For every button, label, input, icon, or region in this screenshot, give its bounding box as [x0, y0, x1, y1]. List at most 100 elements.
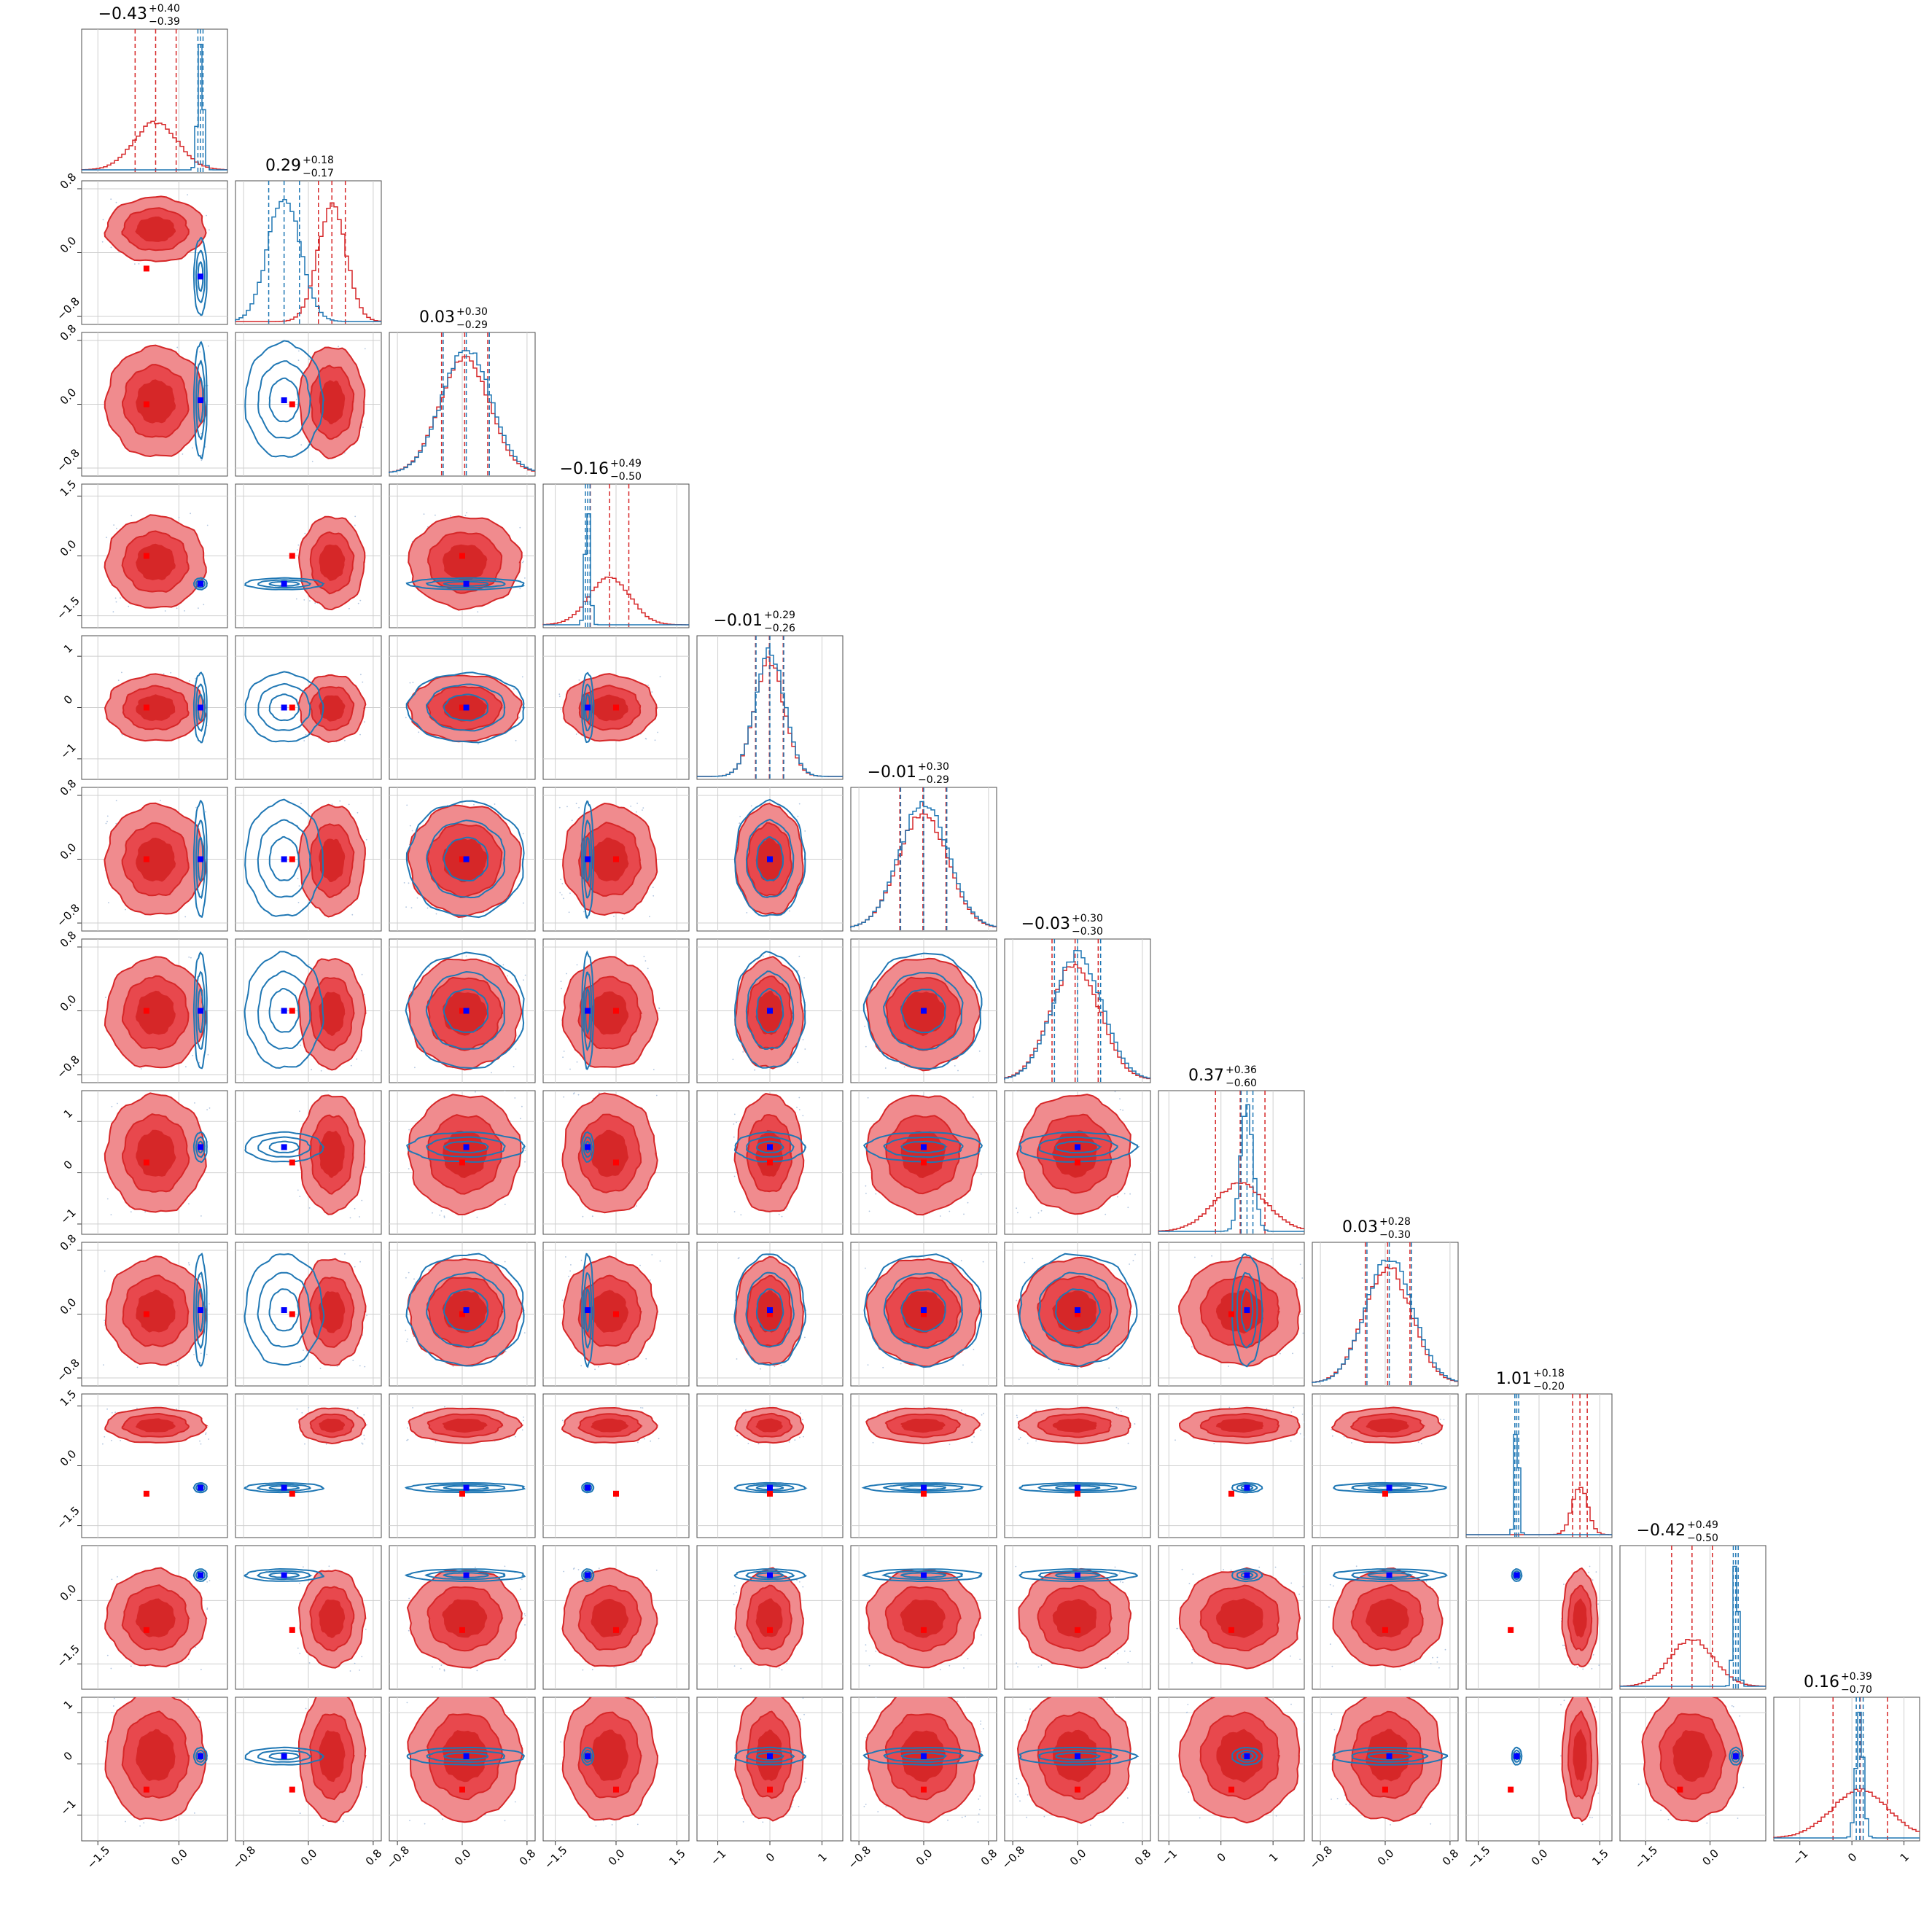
- sample-point: [207, 1053, 209, 1056]
- sample-point: [573, 1567, 575, 1569]
- blue-contour-2: [268, 1140, 300, 1153]
- sample-point: [523, 1419, 524, 1422]
- sample-point: [513, 1066, 515, 1067]
- sample-point: [558, 693, 561, 696]
- sample-point: [1100, 1691, 1102, 1693]
- red-histogram-line: [1158, 1182, 1304, 1232]
- sample-point: [980, 1429, 982, 1431]
- histogram-title-plus: +0.30: [1072, 913, 1103, 924]
- red-contour-core: [443, 544, 488, 581]
- blue-contour-0: [405, 800, 525, 919]
- sample-point: [732, 1059, 734, 1061]
- sample-point: [194, 1102, 195, 1104]
- sample-point: [357, 811, 359, 814]
- sample-point: [188, 1659, 190, 1661]
- red-marker: [1075, 1786, 1080, 1793]
- sample-point: [650, 1279, 651, 1281]
- sample-point: [733, 1593, 735, 1595]
- sample-point: [110, 198, 112, 200]
- sample-point: [636, 803, 638, 804]
- red-marker: [289, 401, 295, 408]
- y-tick-label: −1.5: [54, 594, 82, 622]
- red-marker: [289, 1627, 295, 1633]
- sample-point: [178, 516, 180, 518]
- sample-point: [522, 833, 524, 835]
- blue-contour-2: [1055, 1484, 1101, 1491]
- sample-point: [804, 830, 806, 832]
- sample-point: [411, 830, 413, 832]
- sample-point: [299, 1582, 300, 1584]
- sample-point: [1302, 1586, 1304, 1588]
- panel-contents: [404, 1565, 526, 1672]
- red-marker: [921, 1786, 927, 1793]
- sample-point: [757, 1443, 760, 1445]
- blue-marker: [281, 856, 287, 862]
- sample-point: [521, 1578, 523, 1581]
- blue-histogram-line: [1466, 1433, 1612, 1535]
- sample-point: [523, 561, 524, 562]
- red-marker: [289, 1159, 295, 1166]
- sample-point: [1114, 1566, 1116, 1568]
- sample-point: [1024, 1692, 1025, 1694]
- y-tick-label: 0.8: [58, 929, 79, 951]
- sample-point: [298, 350, 300, 352]
- sample-point: [1120, 1410, 1122, 1412]
- sample-point: [1017, 1666, 1018, 1668]
- sample-point: [972, 1097, 974, 1098]
- sample-point: [1126, 1787, 1129, 1789]
- panel-contents: [103, 1253, 210, 1368]
- sample-point: [200, 1443, 202, 1445]
- blue-contour-0: [192, 340, 208, 460]
- sample-point: [979, 1795, 981, 1797]
- sample-point: [568, 911, 570, 914]
- sample-point: [576, 1061, 578, 1063]
- red-marker: [1228, 1627, 1234, 1633]
- red-contour-core: [755, 1598, 783, 1637]
- sample-point: [954, 1065, 956, 1067]
- sample-point: [796, 1579, 798, 1581]
- histogram-panel-9: 1.01 +0.18 −0.20: [1465, 1368, 1613, 1538]
- red-marker: [143, 265, 149, 272]
- sample-point: [523, 902, 524, 904]
- sample-point: [939, 1215, 941, 1217]
- histogram-title-value: 0.37: [1188, 1067, 1224, 1085]
- sample-point: [900, 1363, 902, 1365]
- blue-contour-2: [443, 693, 489, 722]
- sample-point: [1563, 1584, 1565, 1586]
- blue-contour-0: [244, 671, 324, 743]
- sample-point: [365, 1629, 367, 1630]
- red-marker: [921, 1627, 927, 1633]
- blue-contour-1: [745, 970, 795, 1051]
- blue-contour-1: [745, 1570, 795, 1581]
- sample-point: [578, 679, 580, 681]
- sample-point: [121, 671, 122, 674]
- contour-panel-5-11: −0.8 0.0 0.8: [846, 1697, 1000, 1871]
- sample-point: [1432, 1656, 1433, 1659]
- blue-contour-2: [443, 1752, 489, 1761]
- x-tick-label: −1: [1159, 1847, 1180, 1868]
- y-tick-label: 0.0: [58, 234, 79, 256]
- sample-point: [514, 1801, 516, 1803]
- sample-point: [598, 1366, 599, 1368]
- sample-point: [406, 1702, 408, 1704]
- sample-point: [591, 1669, 593, 1671]
- panel-contents: [104, 513, 209, 613]
- blue-contour-1: [583, 683, 593, 732]
- sample-point: [1592, 1654, 1594, 1656]
- sample-point: [655, 1094, 658, 1097]
- sample-point: [338, 346, 339, 348]
- sample-point: [1331, 1435, 1333, 1437]
- sample-point: [514, 1097, 516, 1099]
- blue-contour-1: [583, 1272, 593, 1349]
- sample-point: [1329, 1584, 1331, 1586]
- blue-contour-2: [268, 1752, 300, 1761]
- panel-contents: [862, 1094, 983, 1217]
- sample-point: [637, 1441, 639, 1444]
- sample-point: [1127, 1662, 1129, 1664]
- x-tick-label: −0.8: [1307, 1843, 1335, 1871]
- sample-point: [740, 1214, 742, 1216]
- sample-point: [176, 346, 179, 348]
- sample-point: [803, 1713, 805, 1715]
- sample-point: [1331, 1429, 1333, 1430]
- sample-point: [1016, 1777, 1018, 1780]
